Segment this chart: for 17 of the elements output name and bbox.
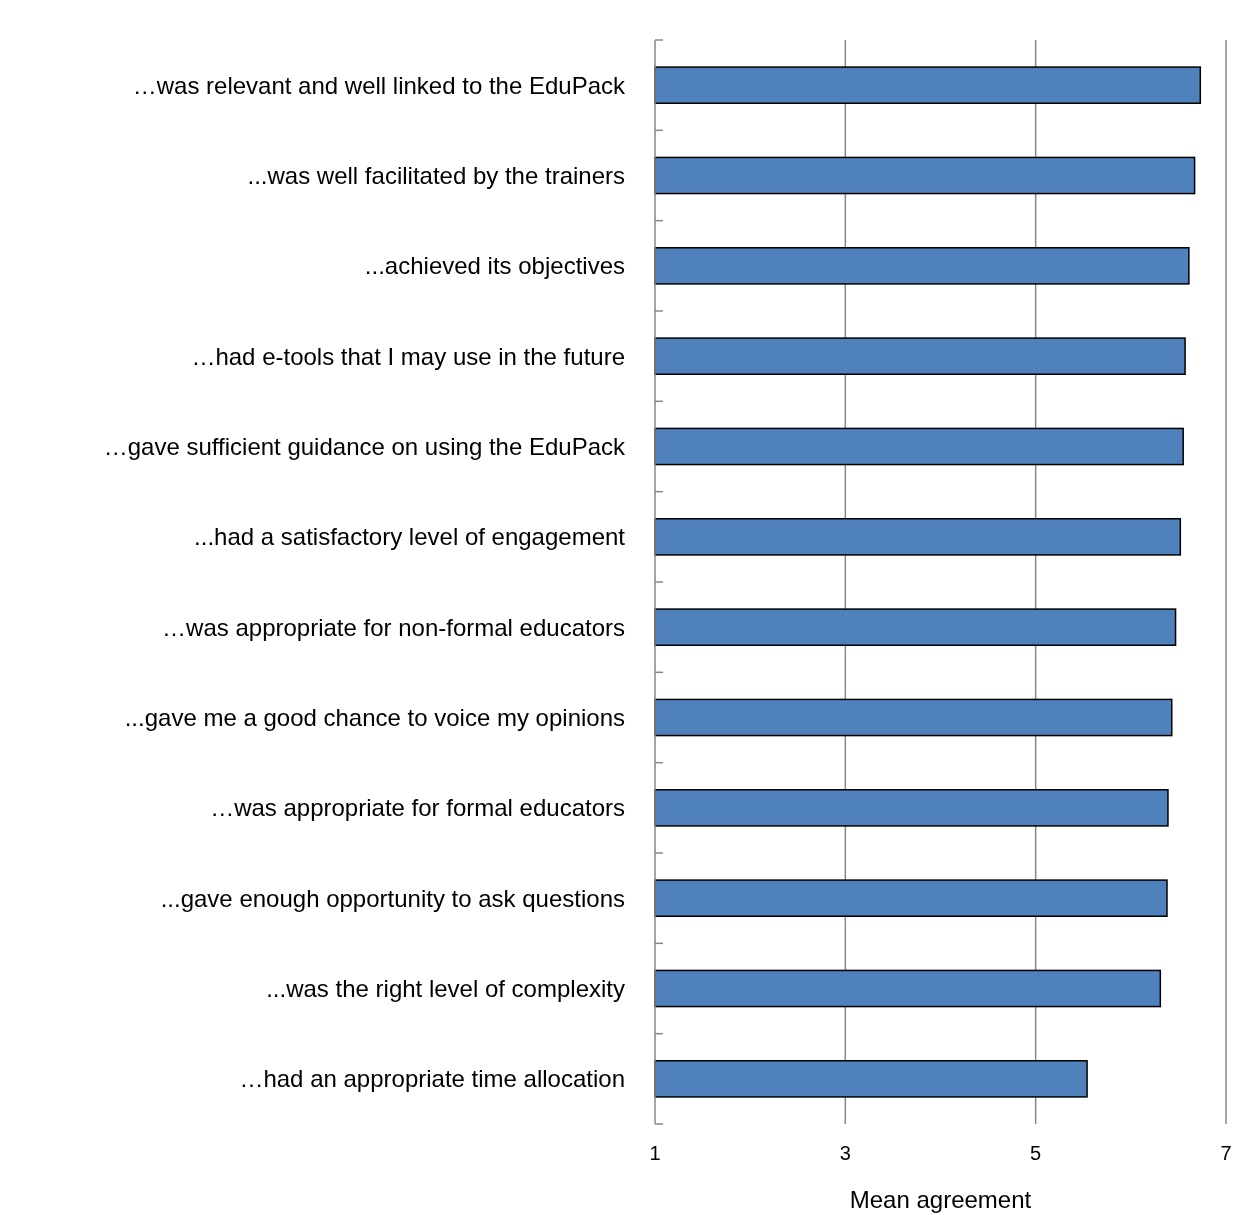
x-tick-label: 3	[839, 1142, 851, 1164]
x-axis-title: Mean agreement	[849, 1186, 1032, 1213]
y-tick-label: ...was the right level of complexity	[266, 975, 625, 1002]
y-tick-label: …was appropriate for non-formal educators	[162, 613, 625, 641]
y-tick-label: ...achieved its objectives	[364, 252, 625, 280]
y-tick-label: ...had a satisfactory level of engagement	[194, 523, 626, 551]
x-tick-label: 5	[1030, 1142, 1042, 1164]
x-tick-label: 1	[649, 1142, 661, 1164]
y-tick-label: …was appropriate for formal educators	[210, 794, 625, 822]
y-tick-label: ...gave me a good chance to voice my opinions	[124, 704, 625, 731]
x-tick-label: 7	[1220, 1142, 1232, 1164]
y-tick-label: …had an appropriate time allocation	[239, 1065, 625, 1093]
y-tick-label: ...gave enough opportunity to ask questions	[160, 884, 625, 912]
y-tick-label: …had e-tools that I may use in the future	[191, 342, 625, 370]
y-tick-label: …was relevant and well linked to the EduPack	[132, 71, 626, 99]
y-tick-label: …gave sufficient guidance on using the EduPack	[103, 433, 626, 460]
y-tick-label: ...was well facilitated by the trainers	[247, 162, 625, 189]
